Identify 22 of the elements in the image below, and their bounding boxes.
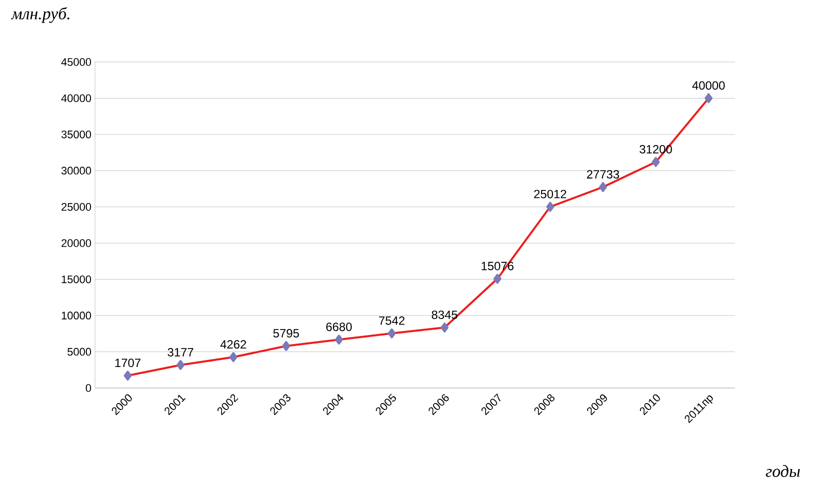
data-label: 25012 (534, 190, 566, 198)
y-tick-label: 35000 (61, 130, 92, 138)
y-tick-label: 10000 (62, 312, 92, 320)
data-label: 4262 (220, 340, 246, 349)
y-tick-label: 5000 (68, 348, 92, 356)
data-label: 8345 (432, 310, 458, 320)
x-axis-title: годы (766, 465, 800, 477)
y-tick-label: 25000 (62, 203, 92, 211)
y-tick-label: 40000 (61, 94, 92, 102)
data-label: 7542 (379, 316, 404, 325)
data-label: 5795 (273, 329, 299, 338)
data-label: 27733 (586, 170, 620, 179)
y-axis-title: млн.руб. (11, 7, 70, 23)
data-label: 6680 (326, 322, 352, 332)
data-label: 1707 (115, 358, 140, 368)
y-tick-label: 15000 (62, 275, 92, 284)
data-label: 3177 (168, 348, 194, 356)
y-tick-label: 30000 (61, 166, 92, 175)
y-tick-label: 20000 (62, 239, 92, 247)
y-tick-label: 45000 (61, 58, 92, 66)
y-tick-label: 0 (86, 384, 92, 392)
data-label: 40000 (692, 81, 725, 90)
